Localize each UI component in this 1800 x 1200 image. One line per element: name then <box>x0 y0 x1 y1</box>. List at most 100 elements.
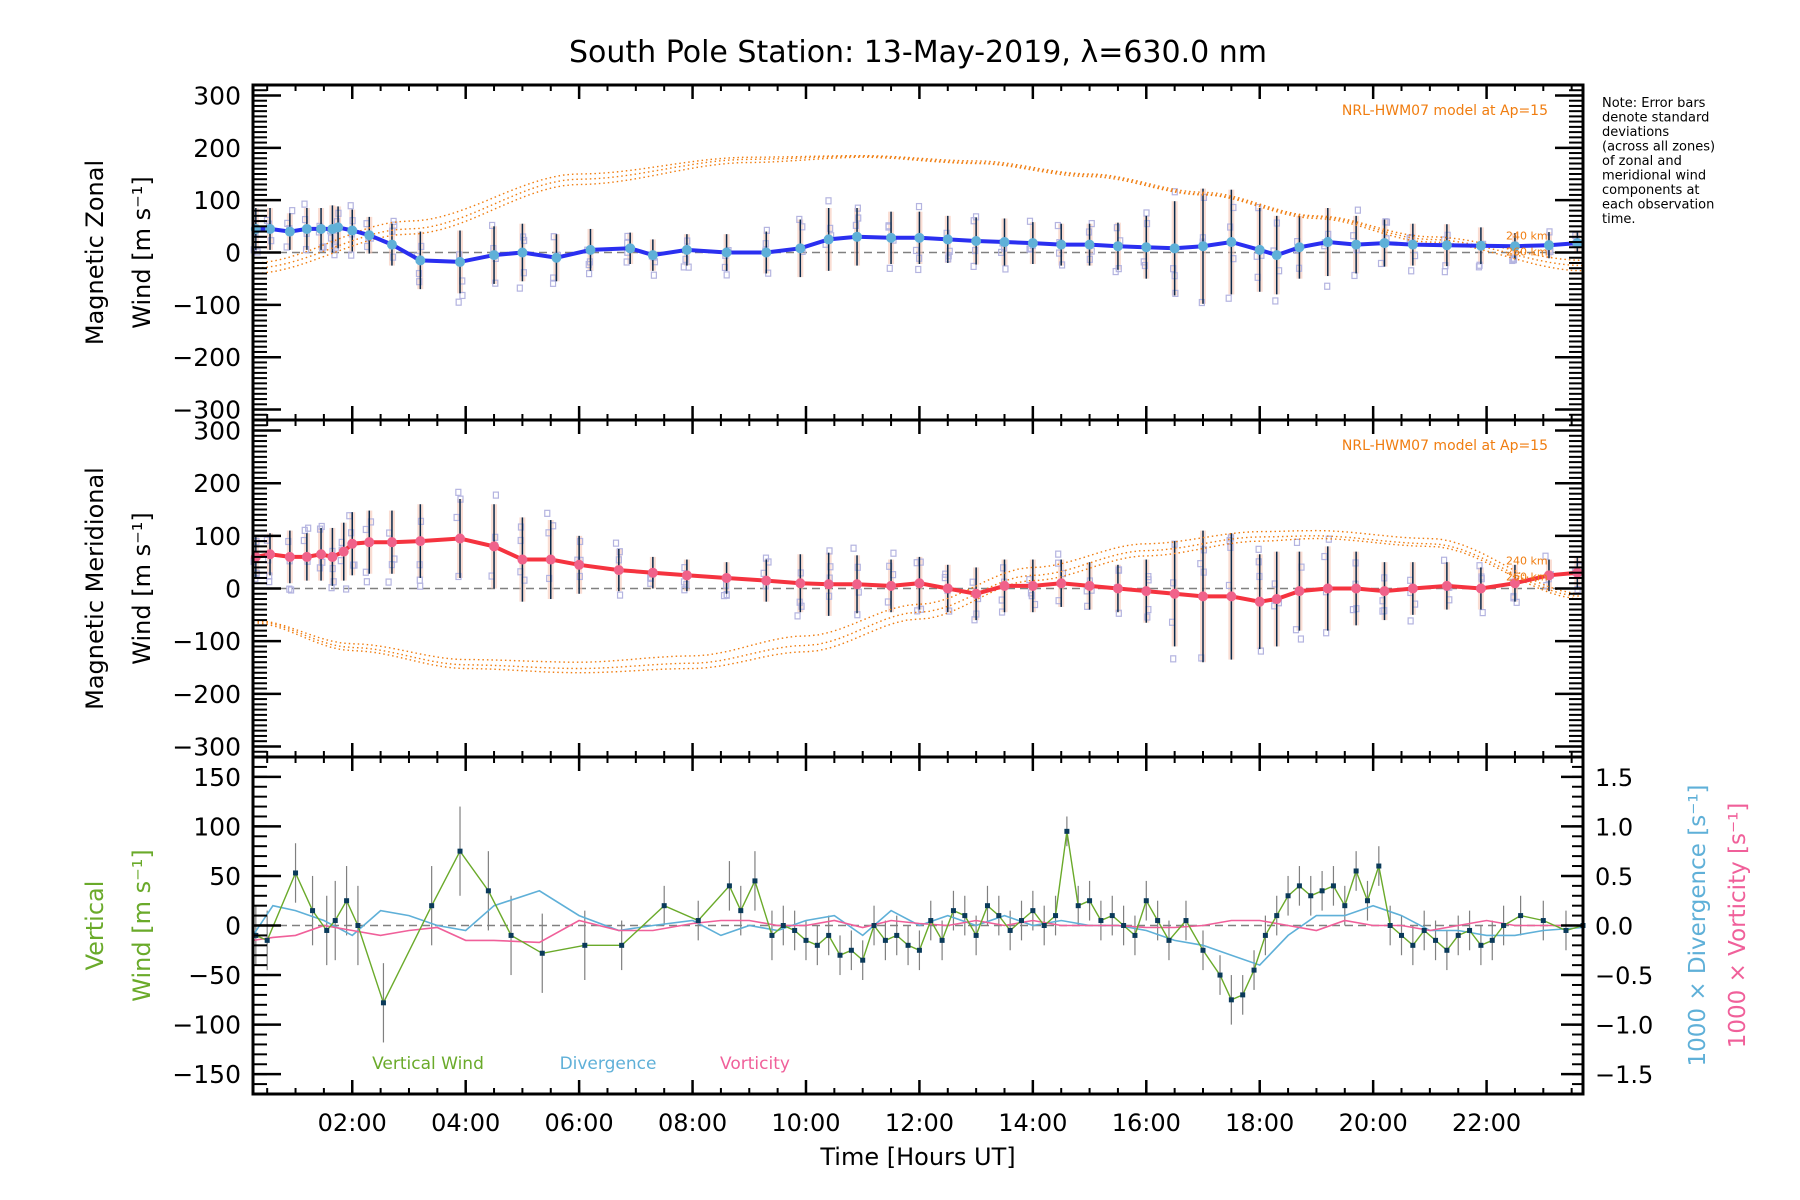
panel-zonal: NRL-HWM07 model at Ap=15 240 km 260 km 300 2… <box>81 81 1585 425</box>
zone-point <box>855 588 862 596</box>
data-point <box>1155 918 1161 924</box>
data-point <box>916 947 922 953</box>
x-tick-label: 08:00 <box>658 1109 727 1137</box>
data-point <box>871 923 877 928</box>
zone-point <box>331 251 338 259</box>
data-point <box>380 1000 386 1006</box>
data-point <box>347 538 358 549</box>
data-point <box>1475 240 1486 251</box>
zone-point <box>1200 546 1208 554</box>
data-point <box>1228 997 1234 1003</box>
data-point <box>1421 927 1427 933</box>
data-point <box>939 937 945 943</box>
zone-point <box>348 529 355 537</box>
data-point <box>582 942 588 948</box>
y-tick-label: 200 <box>193 469 241 498</box>
data-point <box>1467 927 1473 933</box>
data-point <box>1200 947 1206 953</box>
data-point <box>489 250 500 261</box>
zone-point <box>723 271 730 279</box>
data-point <box>301 551 312 562</box>
zone-point <box>650 271 657 279</box>
note-line: Note: Error bars <box>1602 96 1706 111</box>
data-point <box>1030 908 1036 914</box>
zone-point <box>616 548 623 556</box>
data-point <box>914 232 925 243</box>
data-point <box>823 234 834 245</box>
x-tick-label: 22:00 <box>1452 1109 1521 1137</box>
data-point <box>984 903 990 909</box>
x-tick-label: 02:00 <box>318 1109 387 1137</box>
zone-point <box>1227 223 1234 231</box>
data-point <box>1112 241 1123 252</box>
zone-point <box>285 537 292 546</box>
y-tick-label: 0 <box>225 239 241 268</box>
zone-point <box>363 578 370 586</box>
zone-point <box>550 274 557 282</box>
zone-point <box>1351 271 1358 280</box>
data-point <box>344 898 350 904</box>
right-tick-label: −1.5 <box>1595 1061 1653 1089</box>
zone-point <box>1440 556 1448 564</box>
y-axis-label-line2: Wind [m s⁻¹] <box>128 176 156 328</box>
legend-item: Vertical Wind <box>372 1054 484 1074</box>
data-point <box>1027 580 1038 591</box>
x-tick-label: 20:00 <box>1339 1109 1408 1137</box>
model-curve <box>252 529 1584 663</box>
data-point <box>265 549 276 560</box>
data-point <box>1319 888 1325 894</box>
data-point <box>338 546 349 557</box>
data-point <box>1064 828 1070 834</box>
zone-point <box>915 202 923 211</box>
data-point <box>647 567 658 578</box>
zone-point <box>459 291 466 300</box>
zone-point <box>1115 609 1122 617</box>
zone-point <box>1407 617 1414 625</box>
zone-point <box>1324 282 1331 290</box>
zone-point <box>455 572 462 581</box>
zone-point <box>794 612 801 620</box>
vorticity-line <box>252 919 1583 944</box>
zone-point <box>316 525 324 533</box>
model-curve <box>252 155 1584 269</box>
data-point <box>1563 927 1569 933</box>
data-point <box>1342 903 1348 909</box>
data-point <box>1296 883 1302 889</box>
data-point <box>1019 918 1025 924</box>
y-axis-label-line1: Magnetic Zonal <box>81 160 109 345</box>
zone-point <box>1257 647 1264 655</box>
zone-point <box>970 262 977 270</box>
data-point <box>1387 923 1393 928</box>
zone-point <box>1509 256 1516 265</box>
note-line: denote standard <box>1602 111 1709 126</box>
zone-point <box>850 544 857 552</box>
zone-point <box>1382 218 1389 226</box>
zone-point <box>971 616 978 624</box>
data-point <box>1353 868 1359 874</box>
y-axis-label-line2: Wind [m s⁻¹] <box>128 512 156 664</box>
y-axis-label-line1: Magnetic Meridional <box>81 467 109 710</box>
model-curve <box>252 156 1584 275</box>
data-point <box>971 588 982 599</box>
zone-point <box>915 265 922 274</box>
divergence-axis-label: 1000 × Divergence [s⁻¹] <box>1685 784 1711 1066</box>
note-line: meridional wind <box>1602 169 1706 184</box>
data-point <box>1143 898 1149 904</box>
data-point <box>1217 972 1223 978</box>
y-tick-label: −200 <box>172 680 241 709</box>
data-point <box>721 247 732 258</box>
zone-point <box>415 269 423 278</box>
zone-point <box>917 605 925 613</box>
data-point <box>681 244 692 255</box>
data-point <box>545 554 556 565</box>
y-tick-label: 300 <box>193 81 241 110</box>
data-point <box>681 570 692 581</box>
data-point <box>1075 903 1081 909</box>
zone-point <box>852 221 859 229</box>
zone-point <box>1026 217 1034 225</box>
zone-point <box>1059 569 1067 578</box>
zone-point <box>1002 265 1009 273</box>
zone-point <box>1141 261 1148 270</box>
